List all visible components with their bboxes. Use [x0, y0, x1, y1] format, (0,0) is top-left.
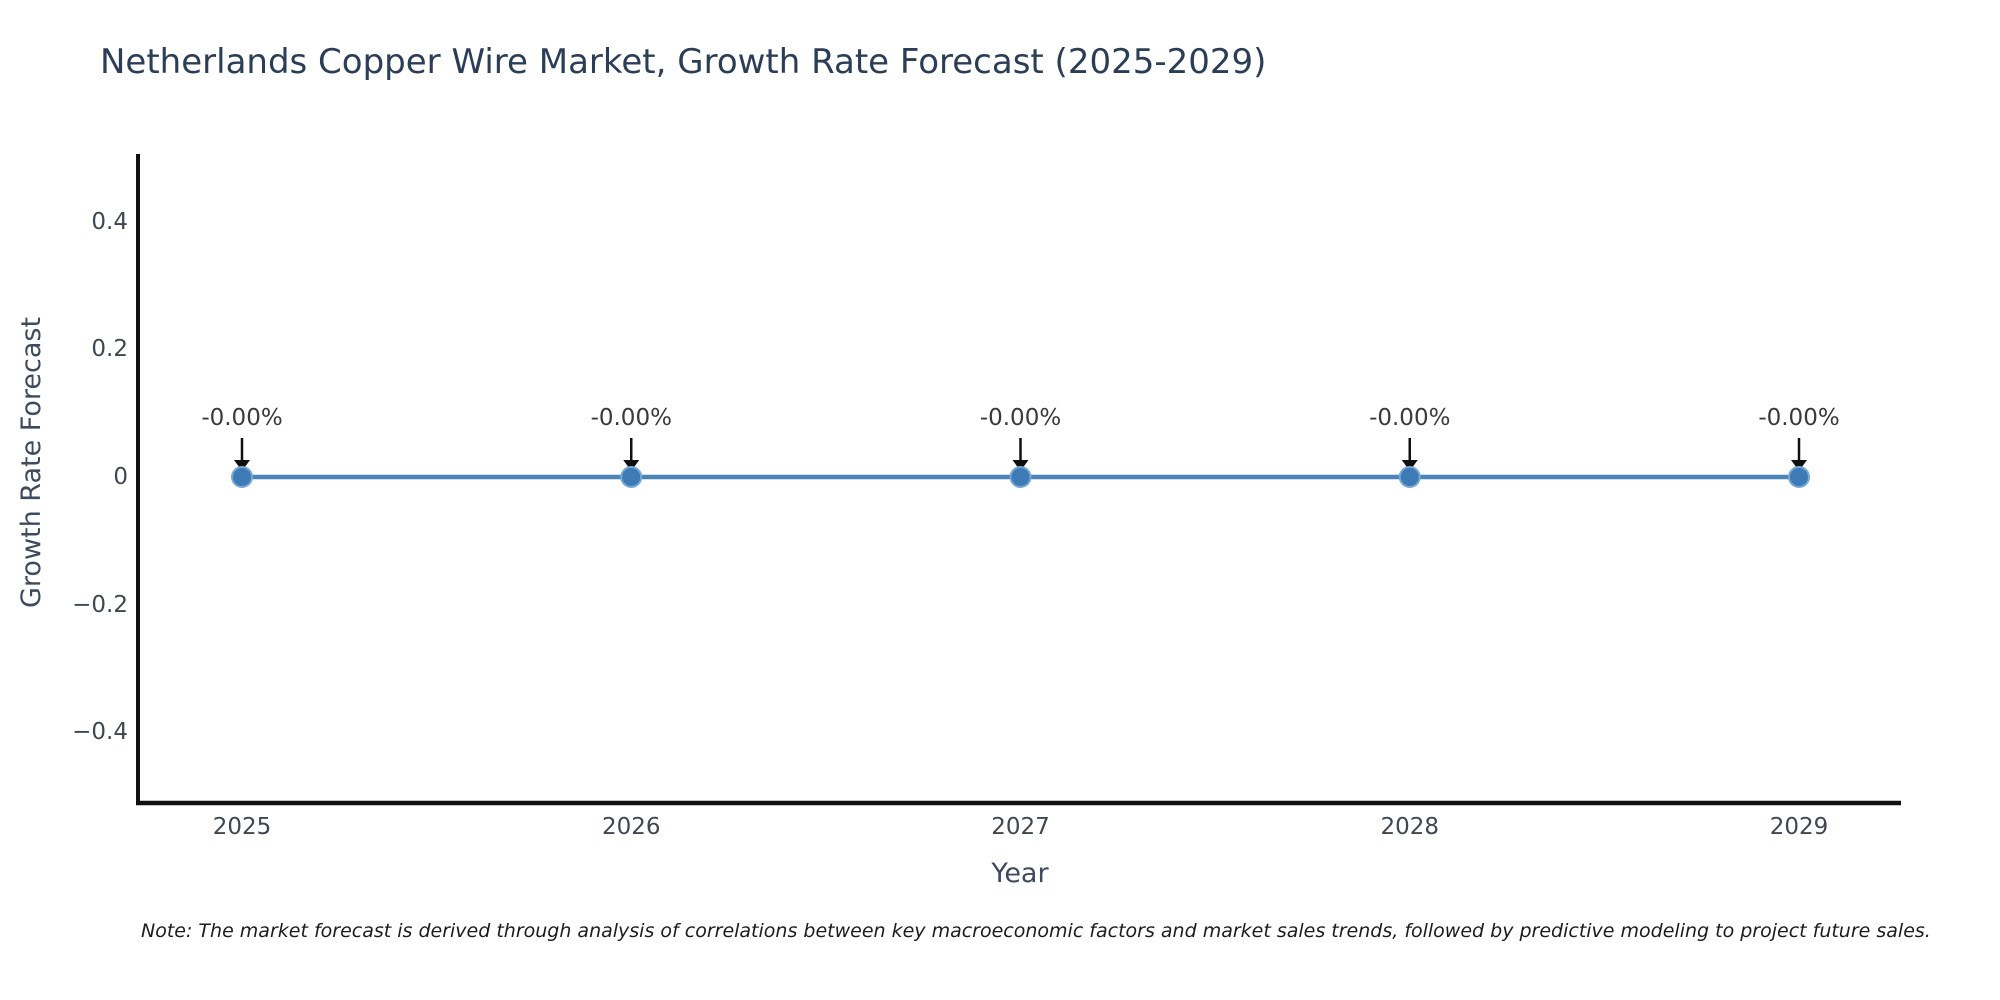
point-annotation: -0.00% [1369, 405, 1451, 431]
chart-title: Netherlands Copper Wire Market, Growth R… [100, 42, 1267, 82]
point-annotation: -0.00% [201, 405, 283, 431]
data-point-marker [1788, 466, 1810, 488]
annotation-arrow-head [234, 460, 250, 471]
y-tick-label: 0 [113, 464, 128, 490]
annotation-arrow-head [623, 460, 640, 471]
annotation-arrow-head [1401, 460, 1418, 471]
data-point-marker [620, 466, 643, 488]
y-tick-label: −0.2 [72, 591, 128, 618]
annotation-arrow-head [1012, 460, 1029, 471]
point-annotation: -0.00% [590, 405, 672, 431]
footnote: Note: The market forecast is derived thr… [141, 920, 1931, 942]
x-axis-label: Year [991, 858, 1049, 889]
annotation-arrow-head [1791, 460, 1807, 471]
point-annotation: -0.00% [979, 405, 1062, 431]
data-point-marker [1009, 466, 1032, 488]
y-tick-label: 0.2 [91, 336, 128, 363]
x-tick-label: 2027 [991, 814, 1050, 840]
x-tick-label: 2028 [1380, 814, 1440, 840]
y-tick-label: −0.4 [72, 719, 128, 746]
point-annotation: -0.00% [1758, 405, 1840, 431]
x-tick-label: 2029 [1769, 814, 1829, 840]
data-point-marker [1398, 466, 1421, 488]
x-tick-label: 2025 [212, 814, 272, 840]
y-tick-label: 0.4 [91, 208, 128, 235]
x-tick-label: 2026 [601, 814, 661, 840]
data-point-marker [231, 466, 253, 488]
